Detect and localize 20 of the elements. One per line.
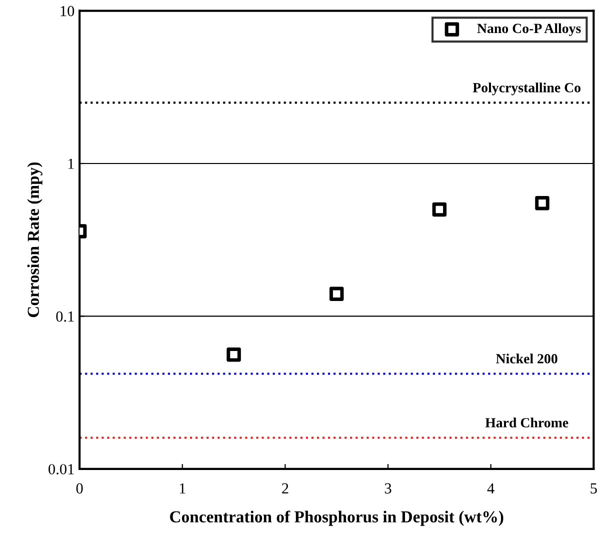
point bbox=[432, 202, 447, 217]
x-axis-title: Concentration of Phosphorus in Deposit (wt%) bbox=[170, 510, 504, 526]
point bbox=[329, 286, 344, 302]
ref-line-label: Hard Chrome bbox=[485, 418, 568, 428]
point bbox=[535, 196, 550, 210]
x-tick-label: 2 bbox=[282, 483, 288, 494]
y-tick-label: 1 bbox=[68, 158, 74, 169]
x-tick-label: 1 bbox=[180, 483, 186, 494]
x-tick-label: 0 bbox=[76, 483, 83, 494]
y-tick-label: 0.01 bbox=[48, 464, 74, 474]
x-tick-label: 5 bbox=[590, 483, 597, 494]
point bbox=[226, 348, 241, 362]
x-tick-label: 4 bbox=[487, 483, 494, 494]
ref-line-label: Nickel 200 bbox=[496, 354, 558, 364]
y-axis-title: Corrosion Rate (mpy) bbox=[27, 162, 42, 318]
y-tick-label: 0.1 bbox=[56, 311, 74, 322]
y-tick-label: 10 bbox=[60, 6, 74, 16]
ref-line-label: Polycrystalline Co bbox=[472, 82, 580, 96]
x-tick-label: 3 bbox=[384, 483, 392, 494]
legend-label: Nano Co-P Alloys bbox=[477, 23, 581, 36]
